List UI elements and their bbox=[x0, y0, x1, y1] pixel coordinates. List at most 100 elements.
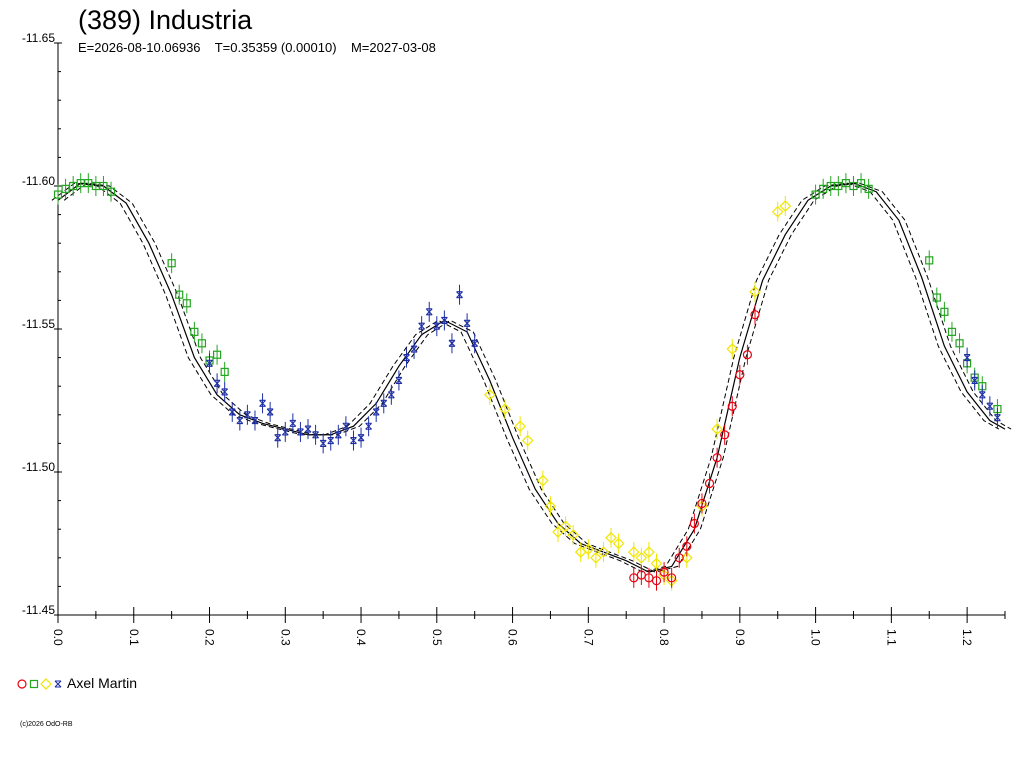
y-tick-label: -11.55 bbox=[22, 317, 55, 331]
data-point-red bbox=[674, 553, 684, 563]
data-point-blue bbox=[206, 359, 213, 367]
x-tick-label: 0.3 bbox=[278, 629, 292, 646]
data-points bbox=[53, 173, 1002, 591]
x-tick-label: 0.5 bbox=[430, 629, 444, 646]
plot-axes: -11.65 -11.60 -11.55 -11.50 -11.45 0.0 0.1 0.2 0… bbox=[22, 31, 1006, 646]
data-point-yellow bbox=[779, 200, 792, 212]
data-point-blue bbox=[357, 434, 365, 442]
data-point-yellow bbox=[635, 551, 648, 564]
data-point-blue bbox=[259, 399, 266, 407]
data-point-yellow bbox=[605, 531, 617, 544]
data-point-green bbox=[212, 350, 222, 359]
x-tick-label: 0.9 bbox=[733, 629, 747, 646]
data-point-blue bbox=[289, 419, 297, 427]
data-point-yellow bbox=[514, 420, 526, 433]
y-tick-label: -11.65 bbox=[22, 31, 55, 45]
data-point-red bbox=[720, 430, 730, 440]
data-point-yellow bbox=[771, 205, 784, 218]
data-point-blue bbox=[365, 422, 373, 430]
legend-symbols bbox=[17, 678, 62, 690]
data-point-green bbox=[197, 339, 207, 348]
data-point-blue bbox=[395, 376, 403, 385]
data-point-yellow bbox=[597, 546, 610, 558]
data-point-blue bbox=[266, 408, 274, 416]
data-point-blue bbox=[448, 339, 456, 347]
data-point-yellow bbox=[627, 546, 640, 558]
data-point-red bbox=[727, 401, 737, 411]
data-point-blue bbox=[251, 416, 259, 425]
data-point-blue bbox=[334, 431, 342, 439]
data-point-yellow bbox=[643, 546, 655, 558]
fit-curve-dashed-lower bbox=[51, 182, 1000, 573]
data-point-green bbox=[940, 307, 949, 316]
data-point-yellow bbox=[552, 526, 564, 538]
data-point-yellow bbox=[559, 520, 572, 533]
legend-observer-name: Axel Martin bbox=[67, 675, 138, 691]
data-point-blue bbox=[274, 434, 282, 442]
x-tick-label: 0.1 bbox=[127, 629, 141, 646]
data-point-blue bbox=[425, 308, 433, 316]
data-point-blue bbox=[418, 322, 426, 330]
data-point-blue bbox=[213, 379, 221, 387]
data-point-yellow bbox=[483, 388, 496, 401]
data-point-green bbox=[925, 256, 934, 265]
data-point-red bbox=[735, 370, 745, 380]
data-point-green bbox=[175, 290, 184, 299]
data-point-yellow bbox=[544, 500, 557, 513]
data-point-blue bbox=[471, 339, 479, 347]
data-point-blue bbox=[221, 388, 229, 396]
data-point-blue bbox=[236, 416, 244, 425]
x-tick-label: 1.1 bbox=[884, 629, 898, 646]
data-point-green bbox=[955, 339, 964, 348]
x-tick-label: 0.4 bbox=[354, 629, 368, 646]
x-tick-label: 1.2 bbox=[960, 629, 974, 646]
data-point-green bbox=[932, 293, 941, 302]
x-tick-label: 0.2 bbox=[203, 629, 217, 646]
data-point-blue bbox=[403, 354, 410, 362]
data-point-blue bbox=[372, 408, 380, 416]
x-tick-label: 0.0 bbox=[51, 629, 65, 646]
x-tick-label: 0.6 bbox=[506, 629, 520, 646]
data-point-blue bbox=[380, 399, 388, 407]
data-point-blue bbox=[350, 436, 357, 445]
data-point-blue bbox=[297, 428, 304, 436]
data-point-red bbox=[712, 453, 722, 463]
copyright-text: (c)2026 OdO-RB bbox=[20, 721, 73, 728]
data-point-yellow bbox=[711, 423, 723, 435]
data-point-blue bbox=[319, 439, 327, 447]
data-point-red bbox=[689, 518, 699, 529]
data-point-yellow bbox=[521, 434, 534, 447]
data-point-blue bbox=[281, 428, 289, 436]
data-point-green bbox=[167, 259, 176, 268]
data-point-blue bbox=[342, 422, 350, 430]
data-point-red bbox=[667, 573, 677, 583]
data-point-yellow bbox=[726, 343, 739, 355]
data-point-blue bbox=[986, 402, 994, 410]
data-point-blue bbox=[228, 408, 236, 416]
data-point-blue bbox=[456, 291, 463, 299]
data-point-green bbox=[864, 184, 873, 193]
data-point-red bbox=[750, 310, 760, 320]
data-point-blue bbox=[433, 322, 441, 330]
data-point-red bbox=[659, 567, 669, 577]
data-point-yellow bbox=[590, 551, 602, 564]
data-point-green bbox=[856, 179, 866, 188]
data-point-green bbox=[182, 299, 191, 308]
data-point-yellow bbox=[499, 403, 511, 415]
fit-curves bbox=[51, 182, 1012, 573]
legend-symbol-red-circle bbox=[17, 679, 27, 689]
y-tick-label: -11.60 bbox=[22, 174, 55, 188]
chart-subtitle: E=2026-08-10.06936 T=0.35359 (0.00010) M… bbox=[78, 40, 436, 55]
data-point-blue bbox=[963, 354, 971, 362]
data-point-blue bbox=[978, 391, 986, 399]
legend-symbol-blue-star bbox=[54, 680, 62, 688]
data-point-blue bbox=[304, 425, 312, 433]
y-tick-label: -11.50 bbox=[22, 460, 55, 474]
data-point-yellow bbox=[749, 285, 761, 298]
data-point-yellow bbox=[612, 537, 625, 550]
legend-symbol-green-square bbox=[29, 679, 39, 689]
data-point-blue bbox=[312, 431, 319, 439]
data-point-green bbox=[53, 190, 63, 199]
data-point-blue bbox=[463, 319, 471, 327]
